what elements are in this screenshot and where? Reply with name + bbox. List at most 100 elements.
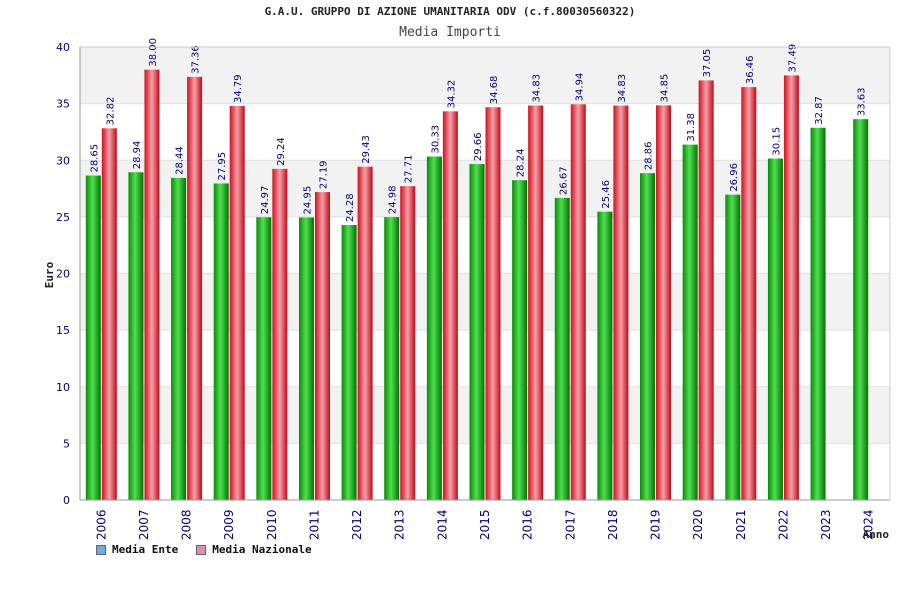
x-tick-label: 2024 [862,509,876,540]
x-tick-label: 2023 [819,509,833,540]
bar-media-ente [171,177,187,501]
data-label: 26.67 [558,166,569,195]
bar-media-ente [213,183,229,500]
data-label: 37.36 [191,45,202,74]
data-label: 30.33 [430,125,441,154]
data-label: 27.71 [404,155,415,184]
bar-media-ente [128,172,144,500]
x-tick-label: 2008 [180,509,194,540]
y-tick-label: 35 [56,98,70,111]
data-label: 28.94 [132,141,143,170]
bar-media-nazionale [101,128,117,500]
legend-label-media-nazionale: Media Nazionale [212,543,312,556]
bar-media-nazionale [357,166,373,500]
bar-media-ente [640,173,656,500]
bar-media-nazionale [613,105,629,501]
data-label: 37.05 [702,49,713,78]
data-label: 38.00 [148,38,159,67]
bar-media-nazionale [229,106,245,501]
data-label: 28.86 [644,142,655,171]
y-tick-label: 5 [63,437,70,450]
y-tick-label: 40 [56,41,70,54]
x-tick-label: 2006 [94,509,108,540]
x-axis-title: Anno [863,528,890,541]
bar-media-ente [853,119,869,500]
bar-media-ente [426,156,442,500]
data-label: 34.83 [532,74,543,103]
y-tick-label: 10 [56,381,70,394]
data-label: 32.82 [105,97,116,126]
data-label: 34.94 [574,73,585,102]
legend-swatch-media-nazionale [196,544,207,555]
data-label: 33.63 [857,87,868,116]
data-label: 24.97 [260,186,271,215]
bar-media-nazionale [783,75,799,500]
bar-media-ente [384,217,400,500]
x-tick-label: 2007 [137,509,151,540]
x-tick-label: 2013 [393,509,407,540]
data-label: 24.95 [302,186,313,215]
data-label: 28.65 [89,144,100,173]
data-label: 31.38 [686,113,697,142]
data-label: 26.96 [729,163,740,192]
x-tick-label: 2021 [734,509,748,540]
y-tick-label: 25 [56,211,70,224]
bar-media-nazionale [656,105,672,500]
bar-media-nazionale [741,87,757,500]
data-label: 27.19 [318,160,329,189]
x-tick-label: 2011 [307,509,321,540]
bar-media-ente [810,127,826,500]
data-label: 28.44 [175,146,186,175]
data-label: 34.79 [233,74,244,103]
bar-media-nazionale [272,168,288,500]
bar-media-ente [341,225,357,501]
data-label: 37.49 [787,44,798,73]
x-tick-label: 2016 [521,509,535,540]
bar-media-ente [767,158,783,500]
x-tick-label: 2017 [563,509,577,540]
x-tick-label: 2010 [265,509,279,540]
x-tick-label: 2009 [222,509,236,540]
data-label: 29.43 [361,135,372,164]
bar-media-nazionale [570,104,586,500]
data-label: 24.98 [388,185,399,214]
data-label: 25.46 [601,180,612,209]
bar-media-ente [512,180,528,500]
data-label: 34.32 [446,80,457,109]
bar-media-ente [469,164,485,500]
data-label: 36.46 [745,55,756,84]
data-label: 29.24 [276,137,287,166]
x-tick-label: 2019 [649,509,663,540]
data-label: 34.85 [660,74,671,103]
data-label: 27.95 [217,152,228,181]
bar-media-ente [85,175,101,500]
data-label: 32.87 [814,96,825,125]
x-tick-label: 2018 [606,509,620,540]
legend-item-media-ente: Media Ente [96,543,178,556]
legend-label-media-ente: Media Ente [112,543,179,556]
bar-media-nazionale [400,186,416,500]
bar-media-nazionale [528,105,544,501]
bar-media-nazionale [187,76,203,500]
data-label: 34.68 [489,76,500,105]
y-tick-label: 20 [56,268,70,281]
bar-media-nazionale [144,69,160,501]
y-tick-label: 15 [56,324,70,337]
bar-media-nazionale [698,80,714,500]
data-label: 28.24 [516,149,527,178]
bar-media-nazionale [485,107,501,501]
data-label: 30.15 [771,127,782,156]
y-tick-label: 30 [56,154,70,167]
x-tick-label: 2022 [776,509,790,540]
legend-swatch-media-ente [96,544,106,555]
bar-media-ente [298,217,314,500]
y-tick-label: 0 [63,494,70,507]
bar-media-nazionale [442,111,458,501]
bar-media-ente [597,211,613,500]
bar-media-ente [256,217,272,500]
legend-item-media-nazionale: Media Nazionale [196,543,312,556]
x-tick-label: 2015 [478,509,492,540]
chart-subtitle: Media Importi [399,25,501,40]
legend: Media Ente Media Nazionale [96,543,312,556]
